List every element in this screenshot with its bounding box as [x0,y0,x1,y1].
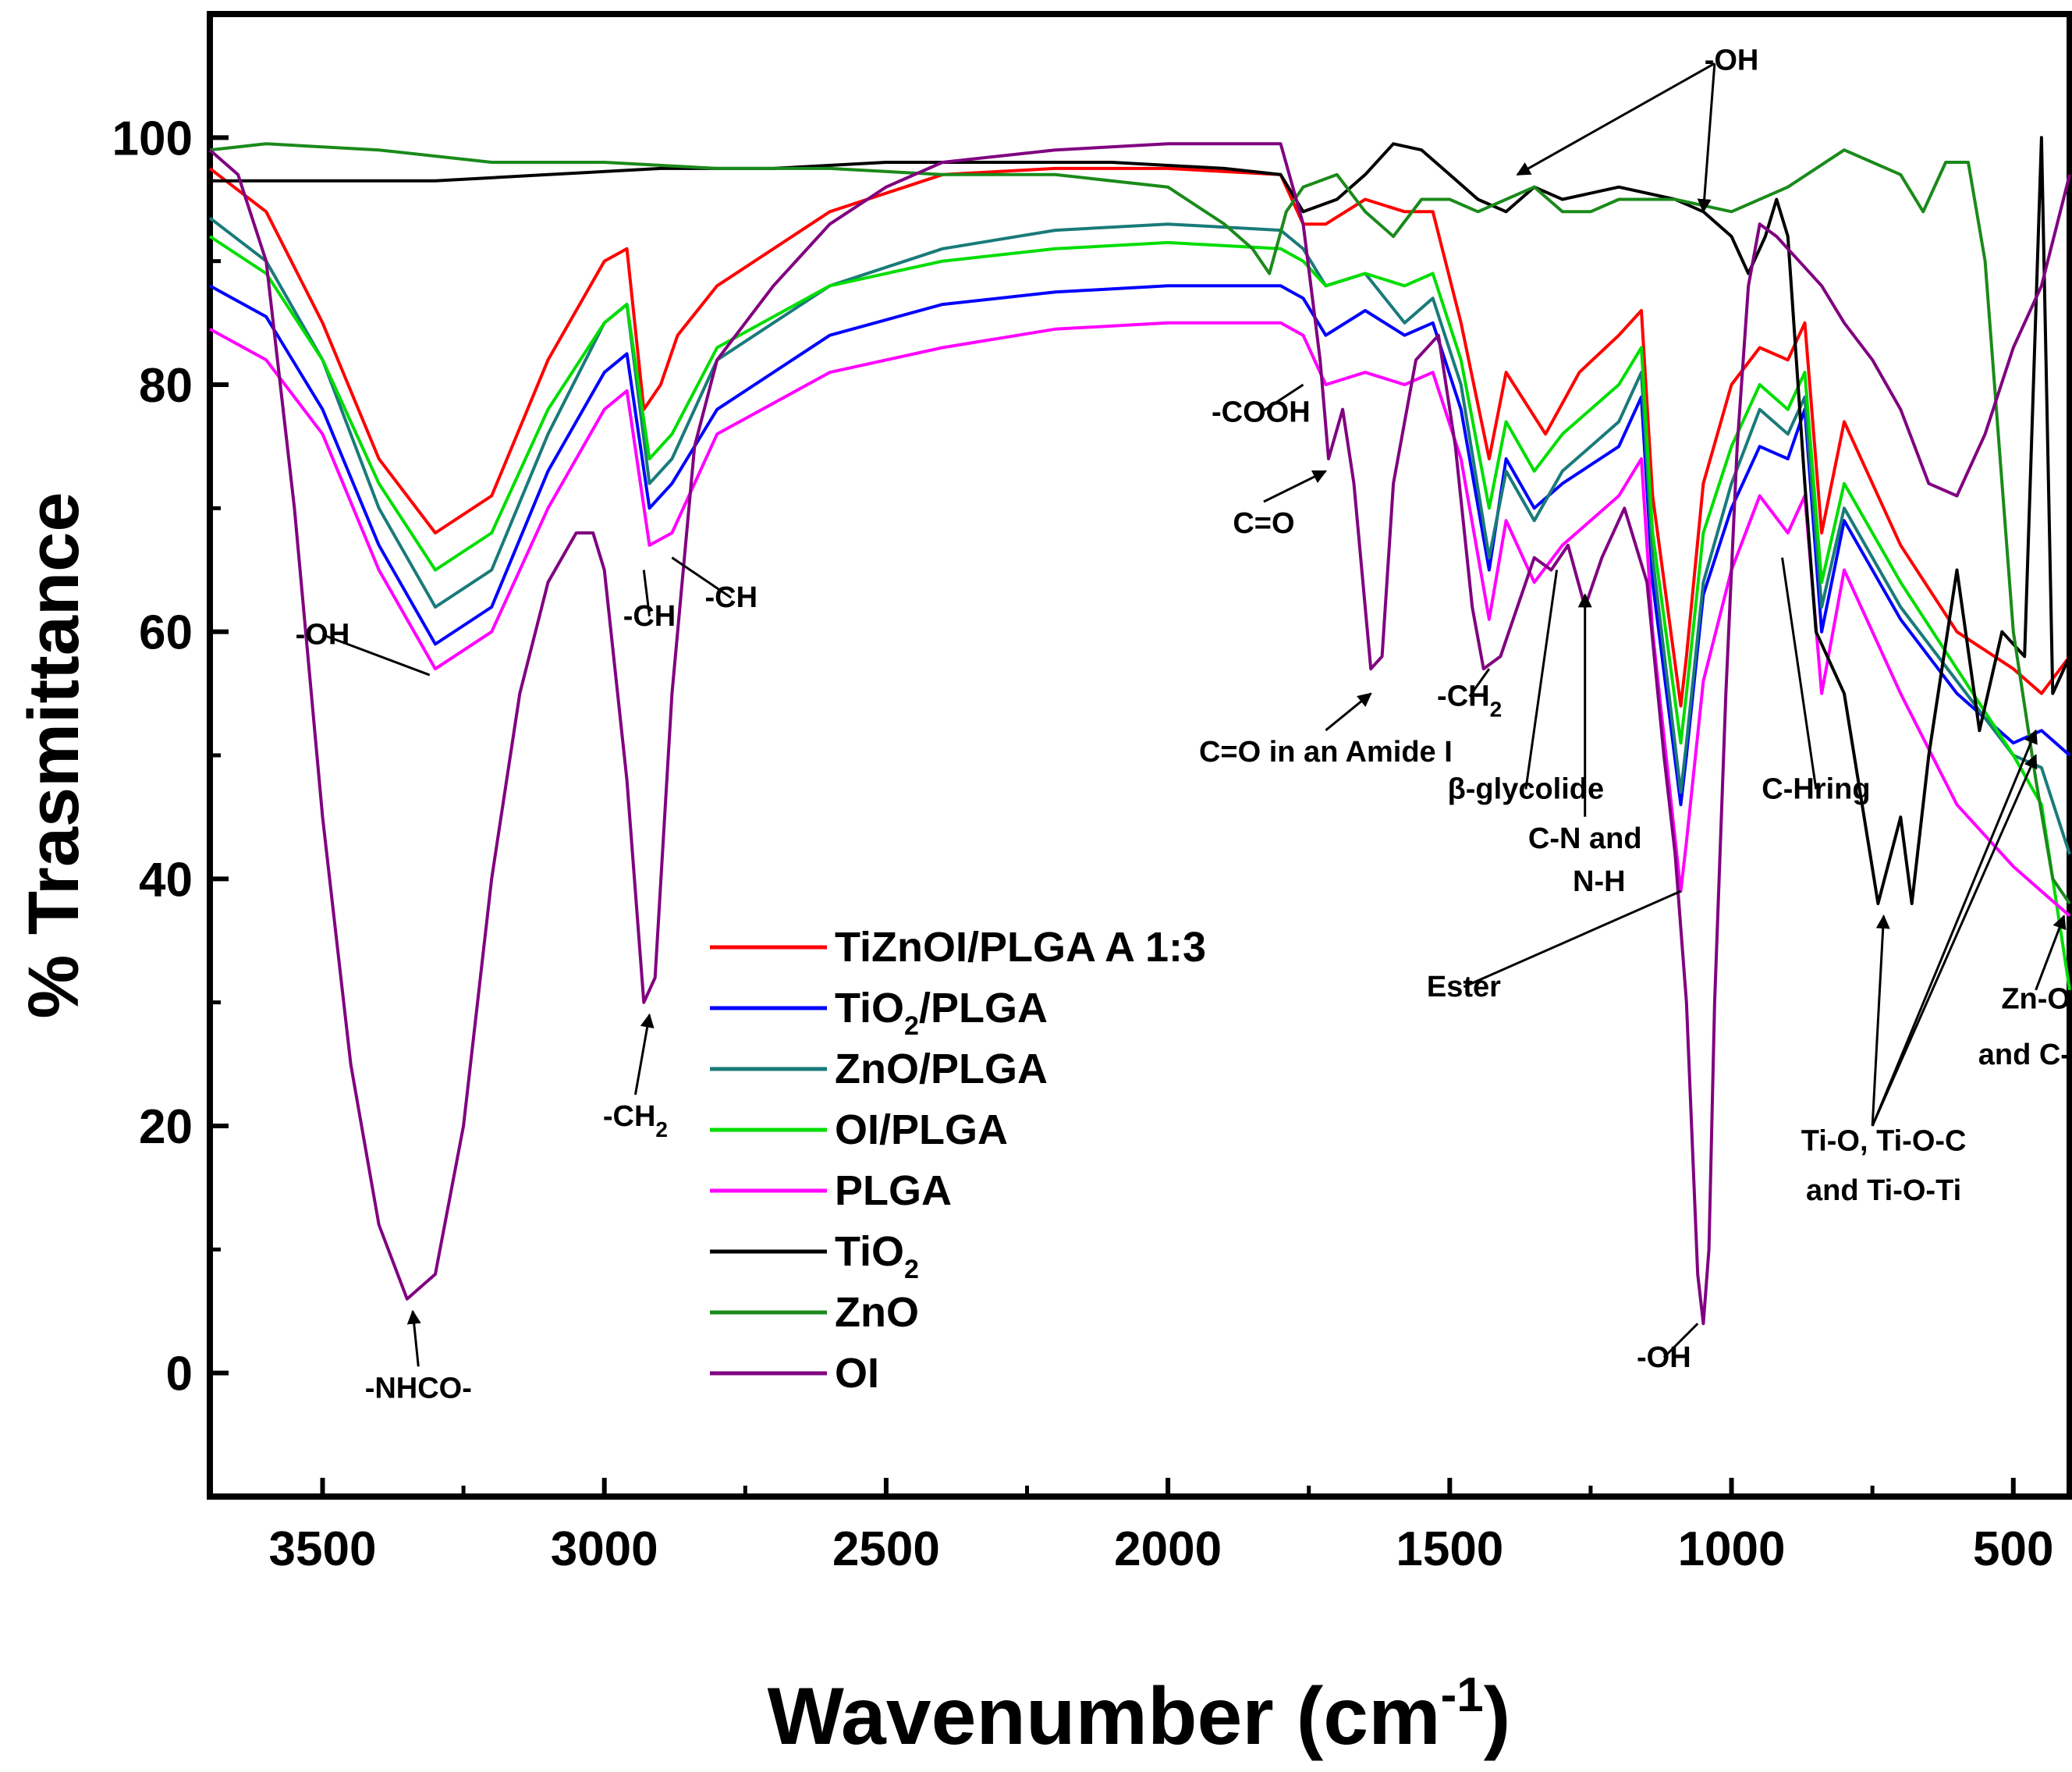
legend-entry: PLGA [835,1167,952,1214]
x-tick-label: 2500 [832,1522,940,1576]
plot-frame [207,11,2072,1500]
annotation-label: β-glycolide [1448,772,1605,805]
y-tick-label: 60 [139,606,193,660]
annotation-arrow [1697,63,1716,214]
x-axis-title-close: ) [1484,1671,1511,1762]
x-tick-label: 1500 [1396,1522,1503,1576]
series-line-1 [209,284,2071,807]
annotation-label: -CH2 [1437,680,1502,722]
annotation-label: -OH [1705,44,1759,76]
legend: TiZnOI/PLGA A 1:3 TiO2/PLGA ZnO/PLGA OI/PLG… [710,924,1206,1397]
annotation-label: C=O [1233,507,1294,540]
series-lines [208,136,2071,1326]
legend-entry: ZnO/PLGA [835,1046,1048,1092]
y-tick-label: 20 [139,1100,193,1154]
y-tick-label: 80 [139,359,193,413]
annotation-label: N-H [1573,865,1626,898]
annotation-pointer [633,1013,655,1096]
y-tick-label: 40 [139,853,193,907]
annotation-label: and Ti-O-Ti [1806,1174,1961,1207]
annotation-pointer [406,1309,421,1367]
x-tick-label: 2000 [1114,1522,1222,1576]
annotation-pointer [1524,570,1559,790]
x-axis-title: Wavenumber (cm-1) [768,1668,1511,1762]
annotation-pointer [671,556,733,599]
legend-entry: ZnO [835,1289,919,1336]
x-axis-title-sup: -1 [1441,1668,1484,1722]
annotation-arrow [1871,914,1890,1127]
annotation-pointer [642,570,651,616]
y-tick-label: 0 [166,1348,193,1401]
x-axis-title-main: Wavenumber (cm [768,1671,1441,1762]
annotation-label: -CH2 [603,1100,668,1142]
legend-entry: TiO2/PLGA [835,985,1048,1041]
annotation-label: C-Hring [1762,772,1870,805]
series-line-0 [208,166,2071,708]
series-line-4 [209,321,2071,918]
annotation-pointer [1468,668,1491,698]
annotation-label: C-N and [1528,822,1642,855]
legend-entry: TiO2 [835,1228,919,1284]
annotation-arrow [1516,62,1715,176]
x-tick-label: 1000 [1678,1522,1786,1576]
annotation-pointer [1263,470,1328,503]
annotation-arrow [1871,754,2038,1127]
annotation-pointer [1781,557,1818,790]
annotation-label: and C-O [1978,1039,2072,1071]
series-line-5 [210,136,2071,905]
annotation-arrow [2035,914,2067,991]
series-line-7 [208,142,2071,1326]
x-tick-label: 3000 [551,1522,658,1576]
annotation-label: C=O in an Amide I [1199,736,1453,769]
legend-entry: OI [835,1350,879,1397]
series-line-6 [209,142,2071,905]
annotation-pointer [1260,383,1304,414]
y-axis-title: % Trasmittance [14,492,94,1019]
series-line-3 [208,235,2071,991]
legend-entry: OI/PLGA [835,1106,1008,1153]
x-tick-label: 500 [1973,1522,2053,1576]
annotation-label: -NHCO- [365,1372,472,1404]
annotation-arrow [1871,729,2038,1127]
annotation-pointer [1662,1323,1699,1358]
annotation-pointer [1463,890,1682,989]
legend-entry: TiZnOI/PLGA A 1:3 [835,924,1206,971]
annotation-label: Ti-O, Ti-O-C [1801,1125,1967,1158]
x-tick-label: 3500 [269,1522,377,1576]
ticks: 3500 3000 2500 2000 1500 1000 500 0 20 40 60 80 100 [112,12,2053,1576]
annotation-pointer [321,634,431,676]
y-tick-label: 100 [112,112,193,165]
annotation-pointer [1325,692,1372,732]
